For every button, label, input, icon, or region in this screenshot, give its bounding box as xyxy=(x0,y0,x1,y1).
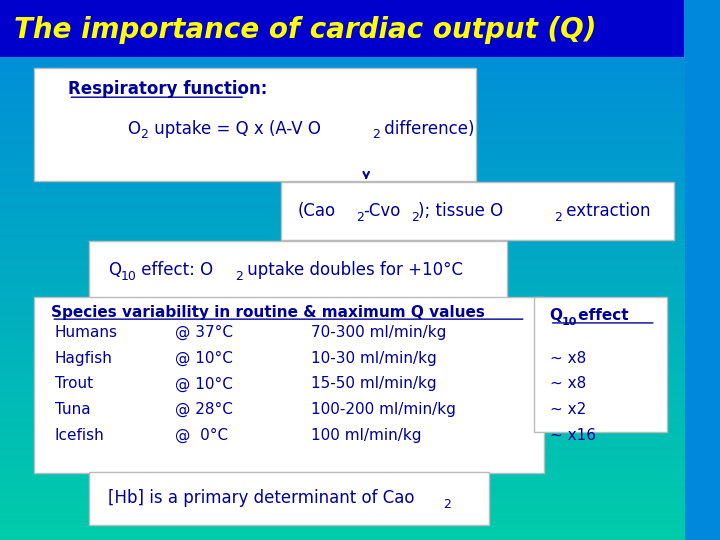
Text: [Hb] is a primary determinant of Cao: [Hb] is a primary determinant of Cao xyxy=(108,489,415,507)
Text: @ 10°C: @ 10°C xyxy=(174,350,233,366)
Text: @ 28°C: @ 28°C xyxy=(174,402,233,417)
Text: The importance of cardiac output (Q): The importance of cardiac output (Q) xyxy=(14,16,596,44)
FancyBboxPatch shape xyxy=(0,0,685,57)
Text: 2: 2 xyxy=(235,270,243,283)
Text: Q: Q xyxy=(108,261,121,279)
Text: 2: 2 xyxy=(410,211,418,224)
Text: difference): difference) xyxy=(379,119,474,138)
FancyBboxPatch shape xyxy=(281,182,674,240)
Text: 10: 10 xyxy=(562,318,577,327)
Text: (Cao: (Cao xyxy=(298,201,336,220)
Text: 10-30 ml/min/kg: 10-30 ml/min/kg xyxy=(312,350,437,366)
Text: Tuna: Tuna xyxy=(55,402,91,417)
Text: 100-200 ml/min/kg: 100-200 ml/min/kg xyxy=(312,402,456,417)
Text: Q: Q xyxy=(549,308,562,323)
Text: 70-300 ml/min/kg: 70-300 ml/min/kg xyxy=(312,325,447,340)
FancyBboxPatch shape xyxy=(35,68,476,181)
Text: Hagfish: Hagfish xyxy=(55,350,112,366)
Text: Icefish: Icefish xyxy=(55,428,104,443)
Text: ~ x16: ~ x16 xyxy=(549,428,595,443)
Text: 2: 2 xyxy=(444,498,451,511)
Text: 2: 2 xyxy=(140,129,148,141)
Text: @  0°C: @ 0°C xyxy=(174,428,228,443)
Text: 15-50 ml/min/kg: 15-50 ml/min/kg xyxy=(312,376,437,392)
Text: 10: 10 xyxy=(120,270,136,283)
Text: ); tissue O: ); tissue O xyxy=(418,201,503,220)
Text: 2: 2 xyxy=(356,211,364,224)
FancyBboxPatch shape xyxy=(35,297,544,472)
Text: @ 10°C: @ 10°C xyxy=(174,376,233,392)
FancyBboxPatch shape xyxy=(89,472,490,525)
Text: extraction: extraction xyxy=(562,201,651,220)
Text: 2: 2 xyxy=(554,211,562,224)
Text: effect: effect xyxy=(573,308,629,323)
Text: 2: 2 xyxy=(372,129,379,141)
Text: @ 37°C: @ 37°C xyxy=(174,325,233,340)
Text: ~ x8: ~ x8 xyxy=(549,376,586,392)
Text: Humans: Humans xyxy=(55,325,118,340)
FancyBboxPatch shape xyxy=(534,297,667,432)
Text: O: O xyxy=(127,119,140,138)
FancyBboxPatch shape xyxy=(89,241,506,300)
Text: ~ x8: ~ x8 xyxy=(549,350,586,366)
Text: Species variability in routine & maximum Q values: Species variability in routine & maximum… xyxy=(51,305,485,320)
Text: effect: O: effect: O xyxy=(135,261,212,279)
Text: uptake = Q x (A-V O: uptake = Q x (A-V O xyxy=(148,119,320,138)
Text: uptake doubles for +10°C: uptake doubles for +10°C xyxy=(243,261,463,279)
Text: ~ x2: ~ x2 xyxy=(549,402,586,417)
Text: 100 ml/min/kg: 100 ml/min/kg xyxy=(312,428,422,443)
Text: Respiratory function:: Respiratory function: xyxy=(68,80,268,98)
Text: -Cvo: -Cvo xyxy=(364,201,401,220)
Text: Trout: Trout xyxy=(55,376,93,392)
